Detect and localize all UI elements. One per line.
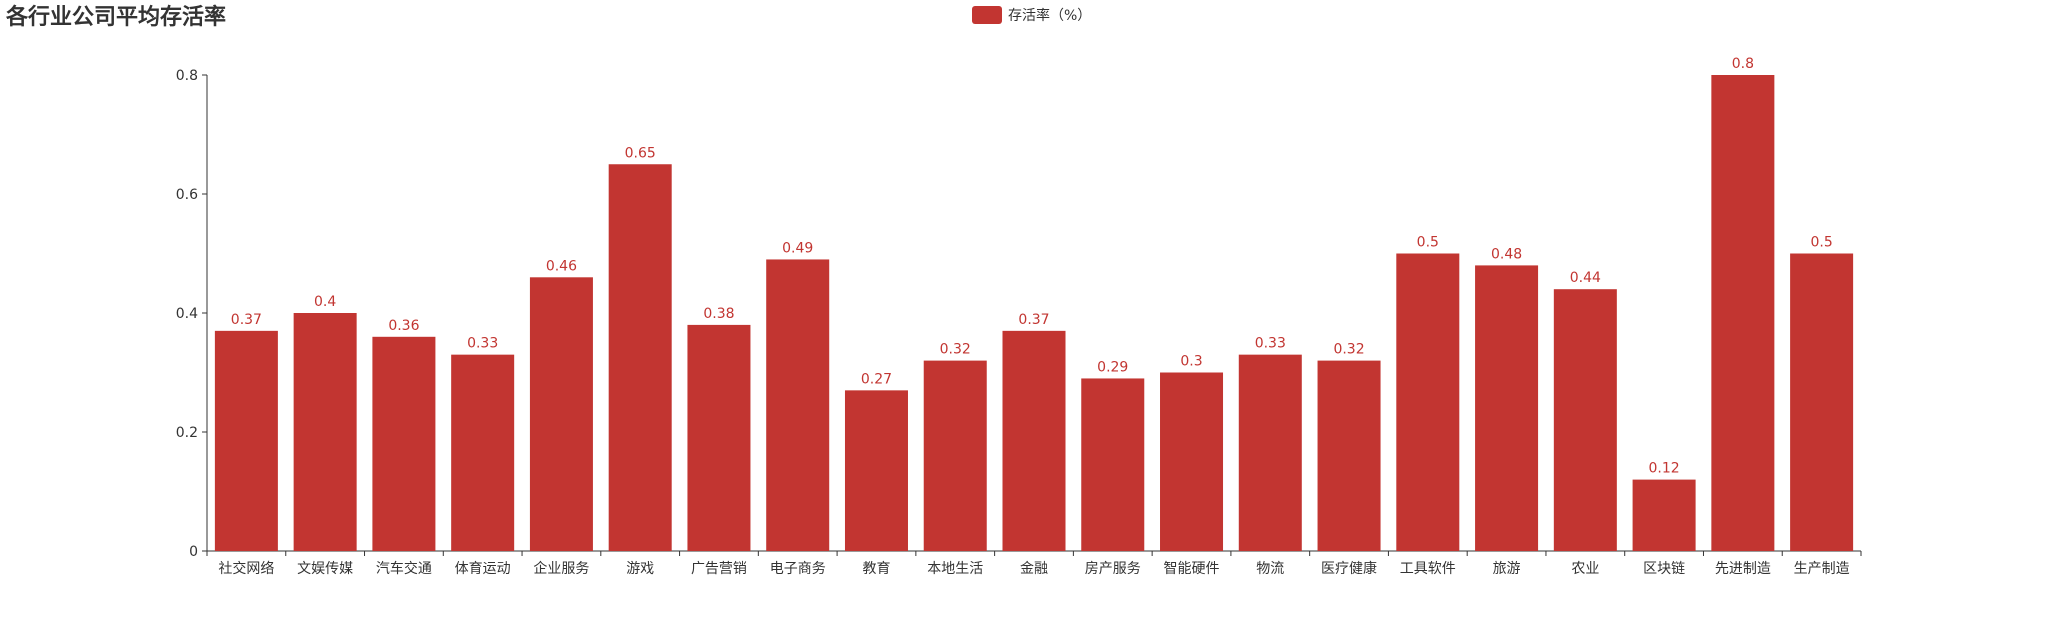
bar[interactable]: [529, 277, 593, 551]
data-label: 0.27: [861, 371, 892, 387]
x-tick-label: 企业服务: [533, 560, 589, 577]
x-tick-label: 物流: [1256, 561, 1284, 577]
data-label: 0.5: [1417, 235, 1439, 251]
x-tick-label: 体育运动: [455, 561, 511, 577]
bar[interactable]: [1632, 479, 1696, 551]
data-label: 0.5: [1810, 235, 1832, 251]
bar[interactable]: [451, 354, 515, 551]
data-label: 0.65: [625, 145, 656, 161]
bar[interactable]: [372, 336, 436, 551]
bar[interactable]: [608, 164, 672, 551]
x-tick-label: 广告营销: [691, 561, 747, 577]
x-tick-label: 社交网络: [218, 560, 274, 577]
data-label: 0.33: [1255, 336, 1286, 352]
bar[interactable]: [214, 330, 278, 551]
x-tick-label: 本地生活: [927, 561, 983, 577]
y-tick-label: 0.4: [176, 306, 198, 322]
axes: 0 0.2 0.4 0.6 0.8 社交网络 文娱传媒 汽车交通 体育运动 企业服务 游戏 广告营销 电…: [176, 68, 1862, 577]
x-tick-label: 区块链: [1643, 561, 1685, 577]
legend-label[interactable]: 存活率（%）: [1008, 7, 1091, 24]
data-label: 0.4: [314, 294, 336, 310]
data-label: 0.44: [1570, 270, 1601, 286]
bar[interactable]: [1160, 372, 1224, 552]
data-label: 0.12: [1649, 461, 1680, 477]
bar[interactable]: [1553, 289, 1617, 551]
x-tick-label: 游戏: [626, 561, 654, 577]
data-label: 0.46: [546, 258, 577, 274]
chart-title: 各行业公司平均存活率: [5, 4, 226, 30]
data-label: 0.49: [782, 240, 813, 256]
data-label: 0.37: [1018, 312, 1049, 328]
y-tick-label: 0.2: [176, 425, 198, 441]
bar[interactable]: [844, 390, 908, 551]
bar[interactable]: [1396, 253, 1460, 552]
x-tick-label: 教育: [862, 561, 890, 577]
x-tick-label: 房产服务: [1085, 561, 1141, 577]
bar[interactable]: [923, 360, 987, 551]
data-label: 0.32: [940, 342, 971, 358]
data-label: 0.38: [703, 306, 734, 322]
data-label: 0.33: [467, 336, 498, 352]
bar[interactable]: [1475, 265, 1539, 551]
x-tick-label: 工具软件: [1400, 561, 1456, 577]
data-label: 0.48: [1491, 246, 1522, 262]
y-tick-label: 0: [189, 544, 198, 560]
data-labels: 0.37 0.4 0.36 0.33 0.46 0.65 0.38 0.49 0.27 0.32 0…: [231, 56, 1833, 477]
legend[interactable]: 存活率（%）: [972, 6, 1091, 24]
data-label: 0.3: [1180, 354, 1202, 370]
data-label: 0.8: [1732, 56, 1754, 72]
data-label: 0.36: [388, 318, 419, 334]
bars: [214, 75, 1854, 552]
x-tick-label: 旅游: [1493, 561, 1521, 577]
data-label: 0.29: [1097, 359, 1128, 375]
x-tick-label: 金融: [1020, 561, 1048, 577]
x-tick-label: 农业: [1571, 561, 1599, 577]
bar[interactable]: [1711, 75, 1775, 551]
x-tick-label: 生产制造: [1794, 561, 1850, 577]
legend-swatch[interactable]: [972, 6, 1002, 24]
x-tick-label: 医疗健康: [1321, 560, 1377, 577]
x-tick-label: 先进制造: [1715, 561, 1771, 577]
y-tick-label: 0.6: [176, 187, 198, 203]
bar[interactable]: [687, 324, 751, 551]
bar[interactable]: [1790, 253, 1854, 552]
x-tick-label: 文娱传媒: [297, 561, 353, 577]
bar[interactable]: [1317, 360, 1381, 551]
bar[interactable]: [1081, 378, 1145, 551]
x-tick-label: 电子商务: [770, 561, 826, 577]
bar[interactable]: [766, 259, 830, 551]
bar[interactable]: [1002, 330, 1066, 551]
bar[interactable]: [1238, 354, 1302, 551]
y-tick-label: 0.8: [176, 68, 198, 84]
bar[interactable]: [293, 313, 357, 551]
data-label: 0.32: [1333, 342, 1364, 358]
data-label: 0.37: [231, 312, 262, 328]
x-tick-label: 汽车交通: [376, 560, 432, 577]
x-tick-label: 智能硬件: [1164, 561, 1220, 577]
